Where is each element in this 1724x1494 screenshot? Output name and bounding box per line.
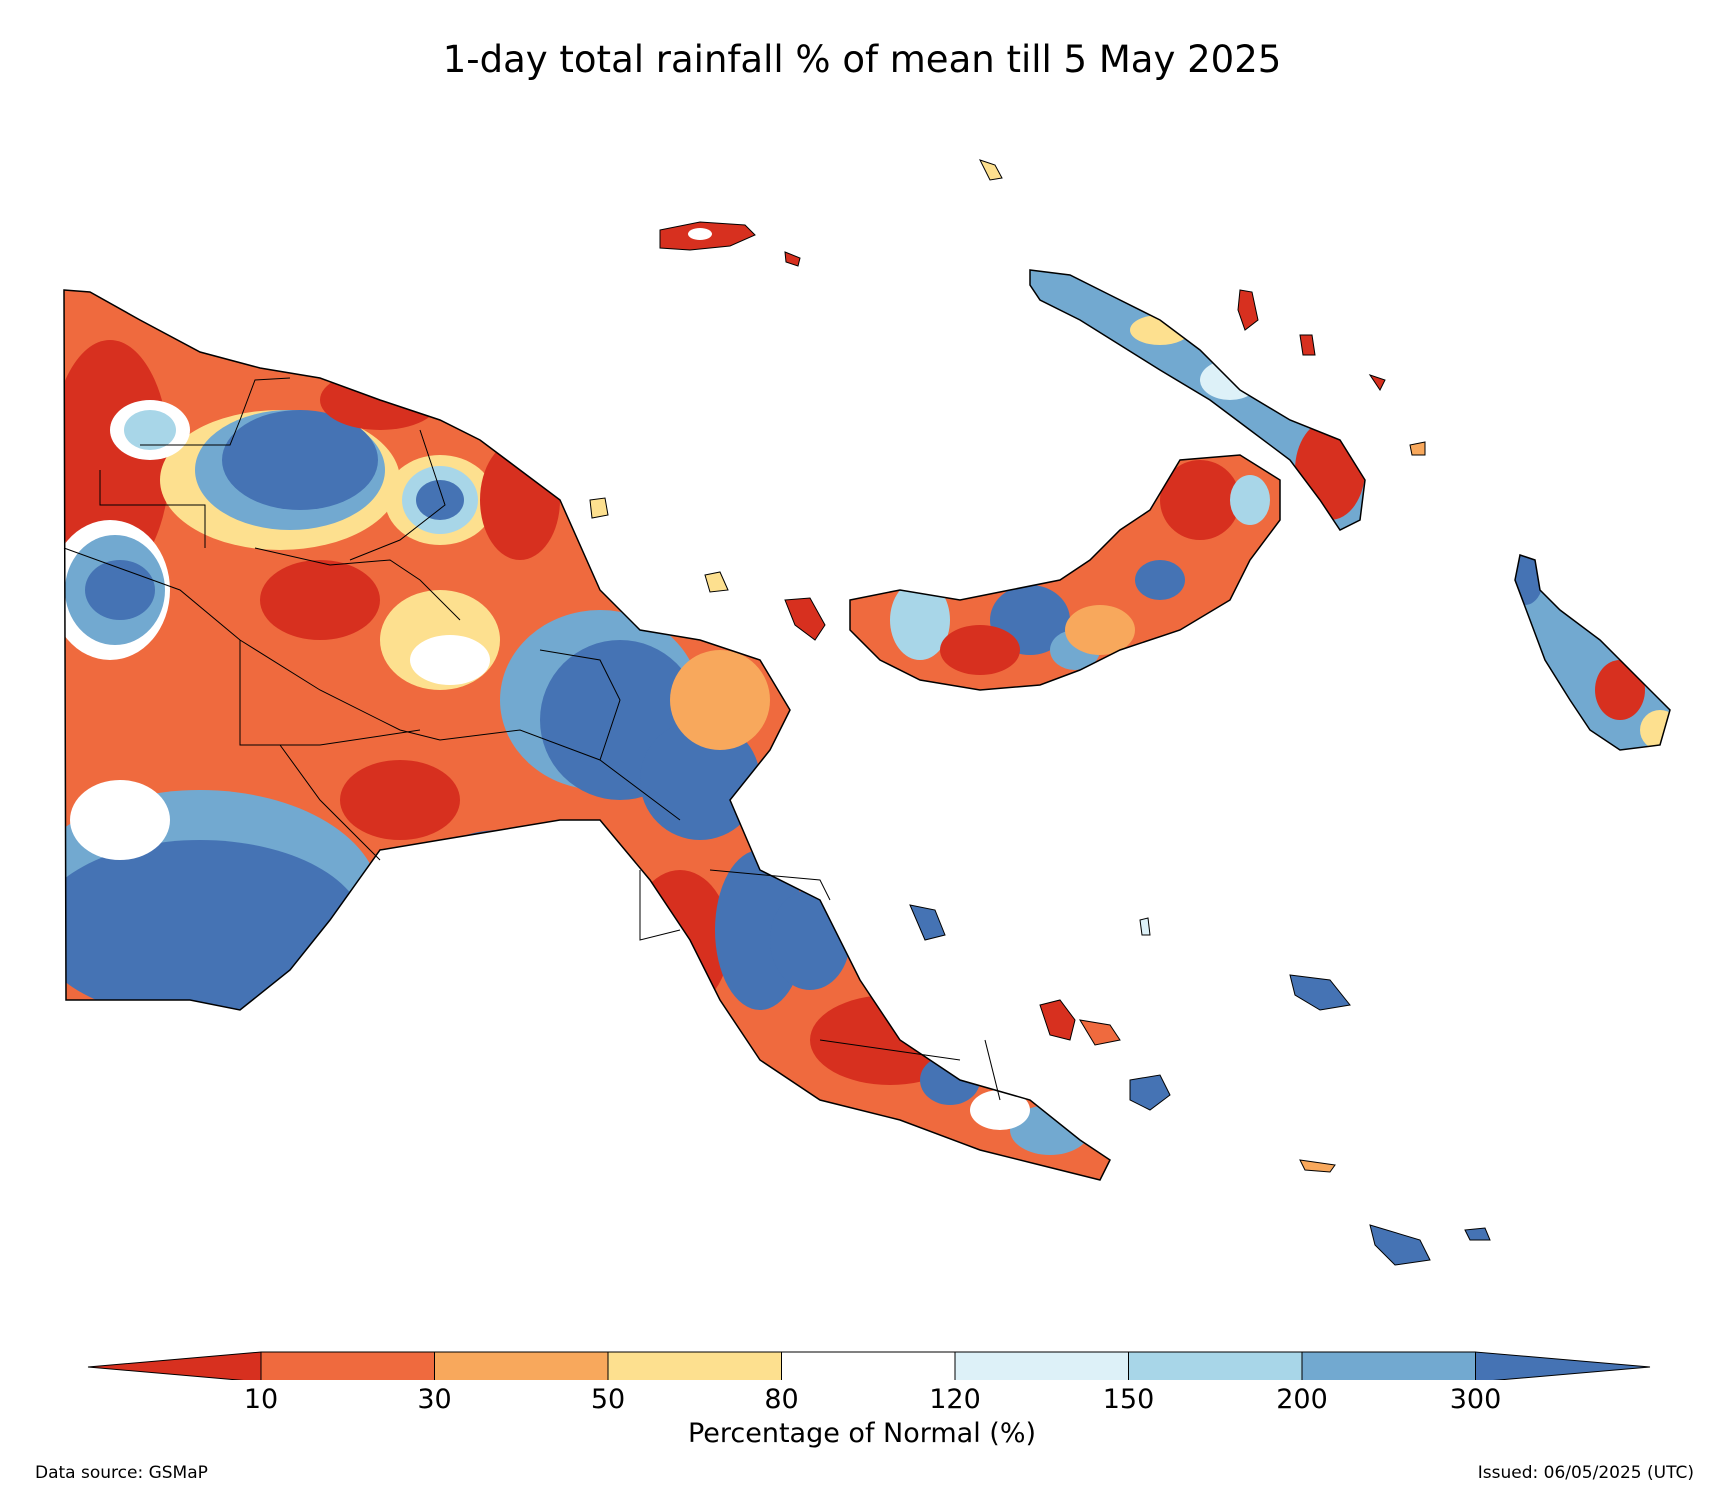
colorbar-tick-label: 120 <box>929 1384 981 1415</box>
colorbar-segment <box>434 1351 609 1380</box>
colorbar-segment <box>1128 1351 1303 1380</box>
colorbar-tick-label: 30 <box>417 1384 452 1415</box>
colorbar-tick-label: 300 <box>1449 1384 1502 1415</box>
colorbar-extend-low <box>87 1351 262 1380</box>
legend-title: Percentage of Normal (%) <box>687 1418 1037 1449</box>
colorbar-segment <box>781 1351 956 1380</box>
colorbar-segment <box>954 1351 1129 1380</box>
colorbar-extend-high <box>1475 1351 1651 1380</box>
colorbar-segment <box>607 1351 782 1380</box>
bougainville-region <box>1514 554 1671 751</box>
colorbar-tick-label: 10 <box>243 1384 279 1415</box>
data-source-label: Data source: GSMaP <box>35 1463 208 1483</box>
colorbar-segment <box>260 1351 435 1380</box>
colorbar-tick-label: 150 <box>1102 1384 1155 1415</box>
manus-island <box>659 221 801 267</box>
map-title: 1-day total rainfall % of mean till 5 Ma… <box>442 38 1282 81</box>
colorbar-tick-label: 200 <box>1276 1384 1328 1415</box>
new-britain-region <box>849 454 1281 691</box>
mainland-region <box>63 289 1111 1181</box>
colorbar <box>87 1351 1651 1380</box>
rainfall-map <box>63 159 1671 1266</box>
colorbar-segment <box>1301 1351 1476 1380</box>
colorbar-tick-label: 80 <box>764 1384 799 1415</box>
small-islands <box>589 159 1491 1266</box>
issued-date-label: Issued: 06/05/2025 (UTC) <box>1477 1463 1694 1483</box>
colorbar-tick-label: 50 <box>590 1384 626 1415</box>
